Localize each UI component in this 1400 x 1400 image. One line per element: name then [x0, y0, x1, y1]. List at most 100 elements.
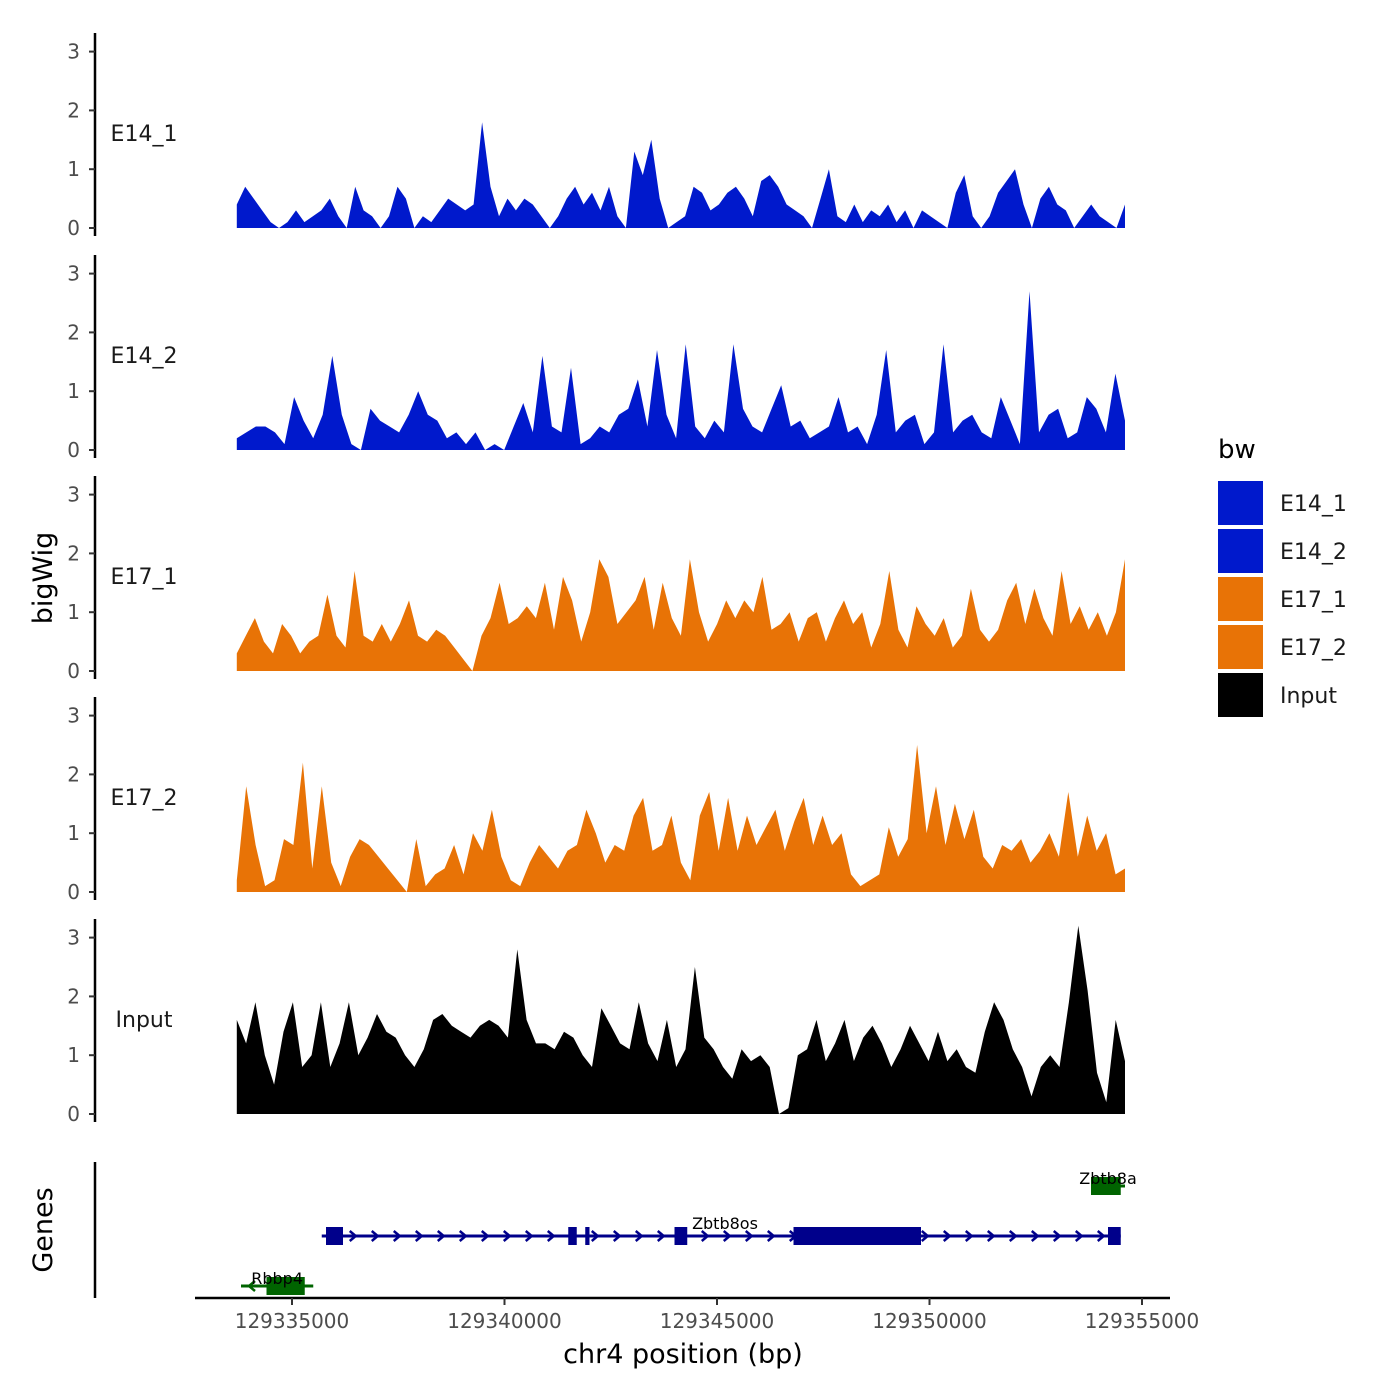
strand-arrow: [1030, 1230, 1040, 1242]
y-tick-label: 2: [67, 541, 80, 565]
strand-arrow: [502, 1230, 512, 1242]
strand-arrow: [744, 1230, 754, 1242]
y-tick-label: 0: [67, 438, 80, 462]
y-tick-label: 1: [67, 1043, 80, 1067]
y-tick-label: 1: [67, 821, 80, 845]
legend-label-E14_2: E14_2: [1280, 540, 1347, 565]
strand-arrow: [1052, 1230, 1062, 1242]
legend-swatch-E17_2: [1218, 625, 1263, 669]
genes-axis-title: Genes: [28, 1187, 59, 1272]
legend-label-E17_2: E17_2: [1280, 636, 1347, 661]
track-E14_1: 0 1 2 3 E14_1: [67, 33, 1126, 240]
strand-arrow: [414, 1230, 424, 1242]
track-E17_1: 0 1 2 3 E17_1: [67, 476, 1126, 683]
strand-arrow: [634, 1230, 644, 1242]
genes-panel: Rbbp4 Zbtb8os Zbtb8a: [93, 1162, 1137, 1298]
exon: [1108, 1227, 1121, 1245]
strand-arrow: [964, 1230, 974, 1242]
gene-Zbtb8os: Zbtb8os: [321, 1214, 1121, 1245]
legend-swatch-E14_1: [1218, 481, 1263, 525]
track-label-E14_1: E14_1: [111, 122, 178, 147]
legend-swatch-Input: [1218, 673, 1263, 717]
strand-arrow: [1074, 1230, 1084, 1242]
y-tick-label: 1: [67, 600, 80, 624]
y-tick-label: 2: [67, 98, 80, 122]
y-tick-label: 1: [67, 157, 80, 181]
strand-arrow: [370, 1230, 380, 1242]
y-tick-label: 0: [67, 880, 80, 904]
strand-arrow: [1096, 1230, 1106, 1242]
track-E14_2: 0 1 2 3 E14_2: [67, 255, 1126, 462]
strand-arrow: [348, 1230, 358, 1242]
coverage-area-E17_2: [236, 745, 1126, 892]
legend-swatch-E14_2: [1218, 529, 1263, 573]
exon: [793, 1227, 921, 1245]
exon: [326, 1227, 343, 1245]
exon: [568, 1227, 577, 1245]
strand-arrow: [722, 1230, 732, 1242]
coverage-area-Input: [236, 925, 1126, 1114]
y-tick-label: 1: [67, 379, 80, 403]
strand-arrow: [392, 1230, 402, 1242]
strand-arrow: [700, 1230, 710, 1242]
coverage-area-E14_1: [236, 122, 1126, 228]
strand-arrow: [524, 1230, 534, 1242]
y-tick-label: 0: [67, 1102, 80, 1126]
coverage-area-E17_1: [236, 559, 1126, 671]
x-tick-label: 129355000: [1085, 1309, 1200, 1333]
track-Input: 0 1 2 3 Input: [67, 919, 1126, 1126]
gene-label-Zbtb8a: Zbtb8a: [1079, 1169, 1137, 1188]
strand-arrow: [436, 1230, 446, 1242]
legend-label-E14_1: E14_1: [1280, 492, 1347, 517]
y-tick-label: 3: [67, 483, 80, 507]
strand-arrow: [458, 1230, 468, 1242]
track-label-E17_1: E17_1: [111, 565, 178, 590]
strand-arrow: [1008, 1230, 1018, 1242]
coverage-tracks: 0 1 2 3 E14_1 0 1 2 3 E14_2 0 1 2 3 E17_1 0 1 2 3 E17_2 0 1 2 3…: [67, 33, 1126, 1126]
legend-label-Input: Input: [1280, 684, 1337, 709]
y-tick-label: 2: [67, 984, 80, 1008]
track-label-E17_2: E17_2: [111, 786, 178, 811]
x-axis-title: chr4 position (bp): [563, 1339, 803, 1370]
strand-arrow: [942, 1230, 952, 1242]
gene-label-Zbtb8os: Zbtb8os: [692, 1214, 758, 1233]
y-tick-label: 0: [67, 216, 80, 240]
track-label-Input: Input: [116, 1008, 173, 1033]
strand-arrow: [656, 1230, 666, 1242]
exon: [266, 1277, 305, 1295]
track-E17_2: 0 1 2 3 E17_2: [67, 697, 1126, 904]
strand-arrow: [480, 1230, 490, 1242]
y-tick-label: 2: [67, 320, 80, 344]
gene-label-Rbbp4: Rbbp4: [251, 1269, 303, 1288]
strand-arrow: [247, 1280, 256, 1292]
y-tick-label: 3: [67, 704, 80, 728]
x-tick-label: 129345000: [660, 1309, 775, 1333]
coverage-area-E14_2: [236, 291, 1126, 450]
gene-Rbbp4: Rbbp4: [241, 1269, 314, 1295]
strand-arrow: [590, 1230, 600, 1242]
y-tick-label: 2: [67, 762, 80, 786]
x-tick-label: 129335000: [235, 1309, 350, 1333]
y-tick-label: 3: [67, 262, 80, 286]
y-axis-title: bigWig: [28, 532, 59, 625]
strand-arrow: [986, 1230, 996, 1242]
strand-arrow: [920, 1230, 930, 1242]
y-tick-label: 0: [67, 659, 80, 683]
exon: [1091, 1177, 1121, 1195]
x-axis: 129335000 129340000 129345000 129350000 1293…: [195, 1296, 1200, 1333]
x-tick-label: 129350000: [872, 1309, 987, 1333]
y-tick-label: 3: [67, 926, 80, 950]
exon: [674, 1227, 688, 1245]
legend: bw E14_1 E14_2 E17_1 E17_2 Input: [1218, 435, 1347, 717]
strand-arrow: [766, 1230, 776, 1242]
gene-Zbtb8a: Zbtb8a: [1079, 1169, 1137, 1195]
x-tick-label: 129340000: [447, 1309, 562, 1333]
y-tick-label: 3: [67, 40, 80, 64]
legend-title: bw: [1218, 435, 1256, 465]
legend-label-E17_1: E17_1: [1280, 588, 1347, 613]
track-label-E14_2: E14_2: [111, 344, 178, 369]
strand-arrow: [612, 1230, 622, 1242]
exon: [585, 1227, 590, 1245]
legend-swatch-E17_1: [1218, 577, 1263, 621]
